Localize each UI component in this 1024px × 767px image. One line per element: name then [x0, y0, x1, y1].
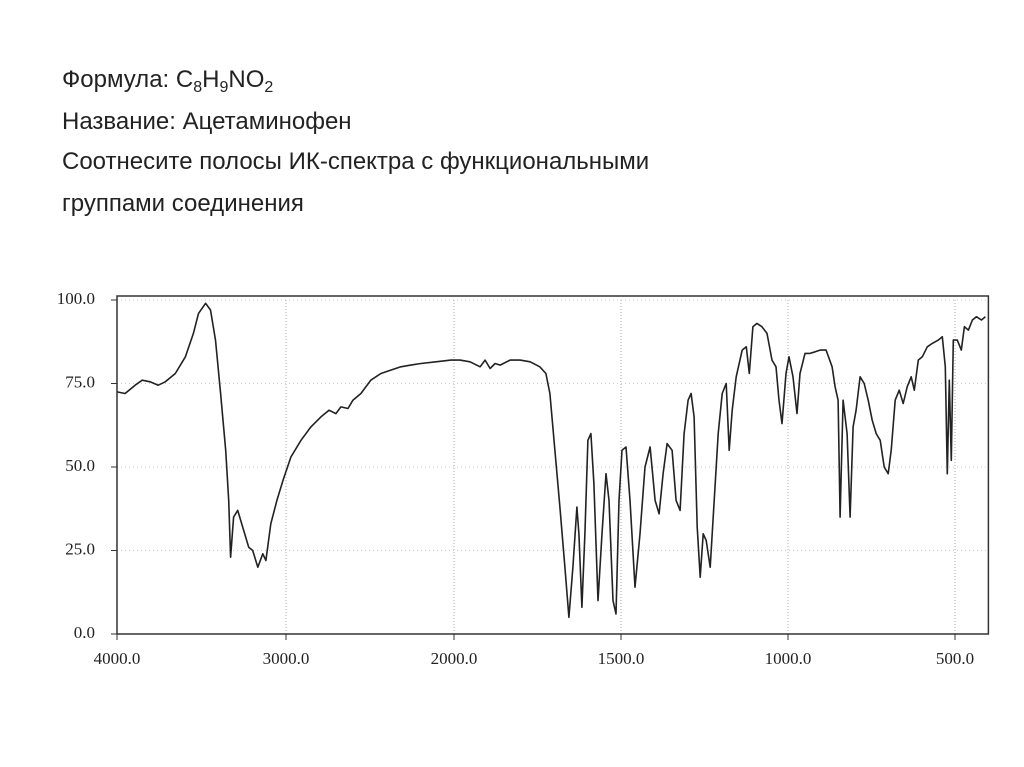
formula-subscript: 8	[193, 79, 203, 96]
x-tick-label: 1500.0	[598, 649, 645, 668]
x-tick-label: 500.0	[936, 649, 974, 668]
formula-part: C	[175, 66, 194, 93]
formula-label: Формула:	[62, 66, 170, 93]
formula-subscript: 9	[219, 79, 229, 96]
task-line: группами соединения	[62, 190, 304, 217]
name-line: Название: Ацетаминофен	[62, 108, 352, 135]
y-tick-label: 50.0	[65, 456, 95, 475]
x-tick-label: 2000.0	[431, 649, 478, 668]
spectrum-line	[116, 302, 986, 619]
y-tick-label: 100.0	[57, 289, 95, 308]
formula-part: NO	[228, 66, 265, 93]
y-tick-label: 75.0	[65, 372, 95, 391]
plot-frame	[116, 295, 990, 635]
formula-line: Формула: C8H9NO2	[62, 66, 274, 96]
x-tick-label: 4000.0	[94, 649, 141, 668]
x-tick-label: 3000.0	[263, 649, 310, 668]
y-tick-label: 25.0	[65, 539, 95, 558]
y-tick-label: 0.0	[74, 623, 95, 642]
task-line: Соотнесите полосы ИК-спектра с функциона…	[62, 148, 650, 175]
x-tick-label: 1000.0	[765, 649, 812, 668]
formula-part: H	[202, 66, 220, 93]
formula-subscript: 2	[264, 79, 274, 96]
